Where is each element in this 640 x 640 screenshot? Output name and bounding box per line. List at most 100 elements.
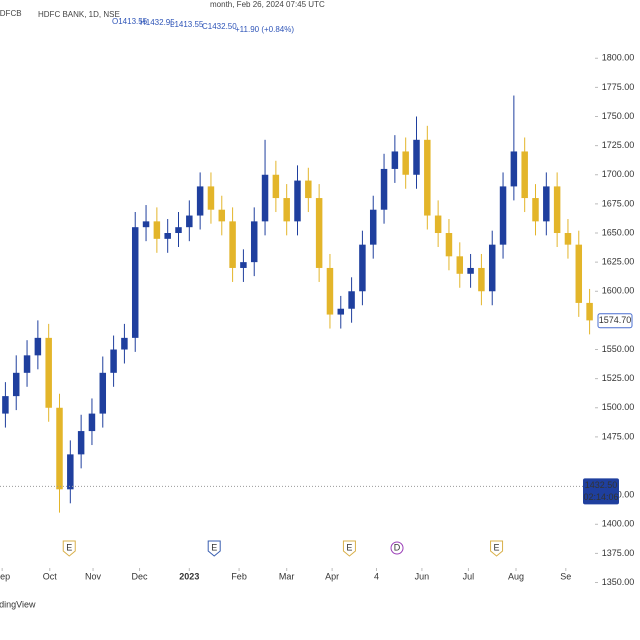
y-tick-label: 1650.00: [602, 227, 635, 237]
ohlc-low: L1413.55: [170, 20, 204, 29]
candle-body: [2, 396, 9, 414]
symbol: HDFC BANK, 1D, NSE: [38, 10, 120, 19]
candle-body: [391, 151, 399, 169]
candle-body: [402, 151, 409, 175]
event-label: E: [494, 542, 500, 552]
x-tick-label: Oct: [43, 571, 58, 581]
candle-body: [532, 198, 539, 222]
last-price-label: 1432.50: [585, 480, 618, 490]
candle-body: [586, 302, 593, 321]
candle-body: [359, 244, 366, 292]
candle-body: [413, 139, 420, 175]
brand: TradingView: [0, 599, 36, 609]
event-marker: [62, 540, 76, 557]
x-tick-label: Mar: [279, 571, 295, 581]
candle-body: [294, 180, 301, 222]
y-tick-label: 1675.00: [602, 198, 635, 208]
candle-body: [240, 262, 247, 268]
last-price-box: [583, 478, 619, 505]
ohlc-high: H1432.95: [140, 18, 175, 27]
event-label: E: [346, 542, 352, 552]
candle-body: [467, 267, 474, 274]
candle-body: [261, 174, 269, 222]
candle-body: [369, 209, 377, 245]
candle-body: [456, 256, 464, 274]
candle-body: [229, 221, 236, 268]
candle-body: [164, 233, 171, 239]
candle-body: [434, 215, 442, 234]
ohlc-change: +11.90 (+0.84%): [235, 25, 294, 34]
candle-body: [110, 349, 117, 373]
candle-body: [121, 337, 128, 350]
candle-body: [445, 233, 453, 257]
y-tick-label: 1500.00: [602, 402, 635, 412]
candle-body: [218, 209, 226, 222]
x-tick-label: Nov: [85, 571, 102, 581]
x-tick-label: Aug: [508, 571, 524, 581]
event-marker: [490, 540, 504, 557]
candle-body: [250, 221, 258, 263]
candle-body: [543, 186, 550, 222]
marker-price-label: 1574.70: [599, 315, 632, 325]
y-tick-label: 1775.00: [602, 82, 635, 92]
candle-body: [315, 198, 323, 268]
event-marker: [342, 540, 356, 557]
x-tick-label: Feb: [231, 571, 247, 581]
y-tick-label: 1625.00: [602, 257, 635, 267]
y-tick-label: 1375.00: [602, 548, 635, 558]
x-tick-label: 2023: [179, 571, 199, 581]
candle-body: [153, 221, 161, 239]
event-label: D: [394, 542, 401, 552]
candle-body: [99, 372, 107, 414]
candle-body: [553, 186, 561, 234]
candle-body: [521, 151, 528, 199]
y-tick-label: 1600.00: [602, 286, 635, 296]
candle-body: [348, 291, 355, 309]
y-tick-label: 1525.00: [602, 373, 635, 383]
event-marker: [390, 541, 404, 555]
x-tick-label: Dec: [132, 571, 149, 581]
candle-body: [326, 267, 334, 315]
candle-body: [499, 186, 507, 245]
candle-body: [34, 337, 42, 356]
candle-body: [283, 198, 290, 222]
y-tick-label: 1350.00: [602, 577, 635, 587]
y-tick-label: 1700.00: [602, 169, 635, 179]
candle-body: [131, 227, 139, 338]
candle-body: [564, 233, 572, 245]
candle-body: [77, 431, 85, 455]
x-tick-label: Se: [560, 571, 571, 581]
candle-body: [207, 186, 215, 210]
x-tick-label: Apr: [325, 571, 339, 581]
candle-body: [380, 168, 388, 210]
candle-body: [196, 186, 204, 216]
countdown: 02:14:06: [583, 492, 618, 502]
y-tick-label: 1725.00: [602, 140, 635, 150]
marker-price-box: [597, 313, 633, 329]
event-label: E: [211, 542, 217, 552]
candle-body: [424, 139, 431, 216]
y-tick-label: 1550.00: [602, 344, 635, 354]
ohlc-close: C1432.50: [202, 22, 237, 31]
y-tick-label: 1800.00: [602, 53, 635, 63]
event-label: E: [66, 542, 72, 552]
candle-body: [478, 267, 485, 292]
candle-body: [67, 454, 74, 490]
candle-body: [175, 227, 182, 234]
candle-body: [56, 407, 63, 490]
candle-body: [337, 308, 345, 315]
candle-body: [23, 355, 31, 373]
candle-body: [510, 151, 518, 187]
candle-body: [488, 244, 496, 292]
x-tick-label: Jun: [415, 571, 430, 581]
candle-body: [186, 215, 193, 228]
y-tick-label: 1400.00: [602, 519, 635, 529]
y-tick-label: 1475.00: [602, 431, 635, 441]
x-tick-label: Sep: [0, 571, 10, 581]
ohlc-open: O1413.55: [112, 17, 148, 26]
candle-body: [88, 413, 96, 432]
candle-body: [575, 244, 583, 303]
y-tick-label: 1750.00: [602, 111, 635, 121]
